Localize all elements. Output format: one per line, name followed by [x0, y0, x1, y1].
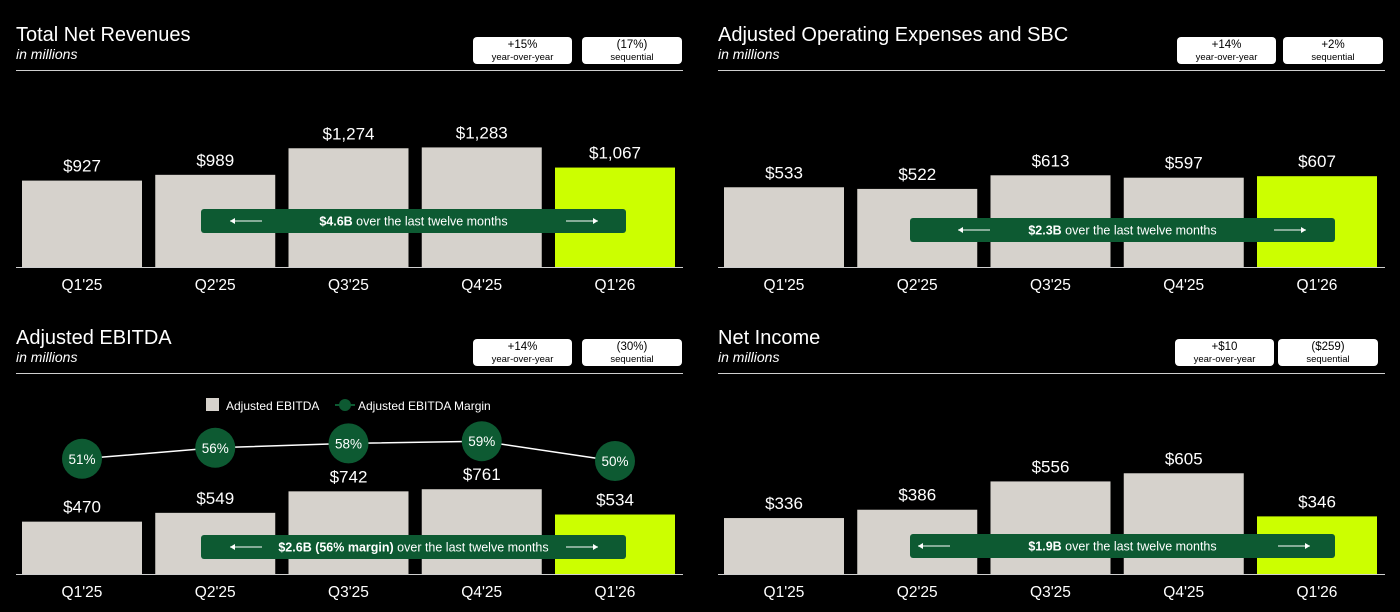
yoy-badge: +$10 year-over-year	[1175, 339, 1274, 366]
sequential-value: (30%)	[616, 341, 648, 353]
yoy-value: +14%	[1211, 39, 1242, 51]
yoy-badge: +14% year-over-year	[1177, 37, 1276, 64]
yoy-badge: +14% year-over-year	[473, 339, 572, 366]
sequential-label: sequential	[610, 354, 654, 365]
sequential-label: sequential	[1306, 354, 1350, 365]
sequential-value: (17%)	[616, 39, 648, 51]
panel-subtitle: in millions	[16, 349, 78, 365]
yoy-label: year-over-year	[491, 52, 554, 63]
yoy-value: +$10	[1211, 341, 1238, 353]
sequential-value: ($259)	[1311, 341, 1345, 353]
sequential-value: +2%	[1321, 39, 1345, 51]
panel-subtitle: in millions	[16, 46, 78, 62]
title-rule	[718, 70, 1385, 71]
ebitda-panel: Adjusted EBITDA in millions +14% year-ov…	[16, 327, 683, 607]
yoy-value: +15%	[507, 39, 538, 51]
sequential-label: sequential	[1311, 52, 1355, 63]
revenue-panel: Total Net Revenues in millions +15% year…	[16, 24, 683, 304]
panel-subtitle: in millions	[718, 349, 780, 365]
yoy-label: year-over-year	[491, 354, 554, 365]
title-rule	[16, 373, 683, 374]
yoy-label: year-over-year	[1193, 354, 1256, 365]
yoy-label: year-over-year	[1195, 52, 1258, 63]
panel-title: Net Income	[718, 327, 821, 349]
title-rule	[16, 70, 683, 71]
panel-title: Total Net Revenues	[16, 24, 191, 46]
opex-panel: Adjusted Operating Expenses and SBC in m…	[718, 24, 1385, 304]
panel-title: Adjusted Operating Expenses and SBC	[718, 24, 1069, 46]
net-income-panel: Net Income in millions +$10 year-over-ye…	[718, 327, 1385, 607]
yoy-value: +14%	[507, 341, 538, 353]
title-rule	[718, 373, 1385, 374]
panel-subtitle: in millions	[718, 46, 780, 62]
sequential-label: sequential	[610, 52, 654, 63]
yoy-badge: +15% year-over-year	[473, 37, 572, 64]
panel-title: Adjusted EBITDA	[16, 327, 172, 349]
sequential-badge: ($259) sequential	[1278, 339, 1378, 366]
sequential-badge: +2% sequential	[1283, 37, 1383, 64]
sequential-badge: (30%) sequential	[582, 339, 682, 366]
sequential-badge: (17%) sequential	[582, 37, 682, 64]
